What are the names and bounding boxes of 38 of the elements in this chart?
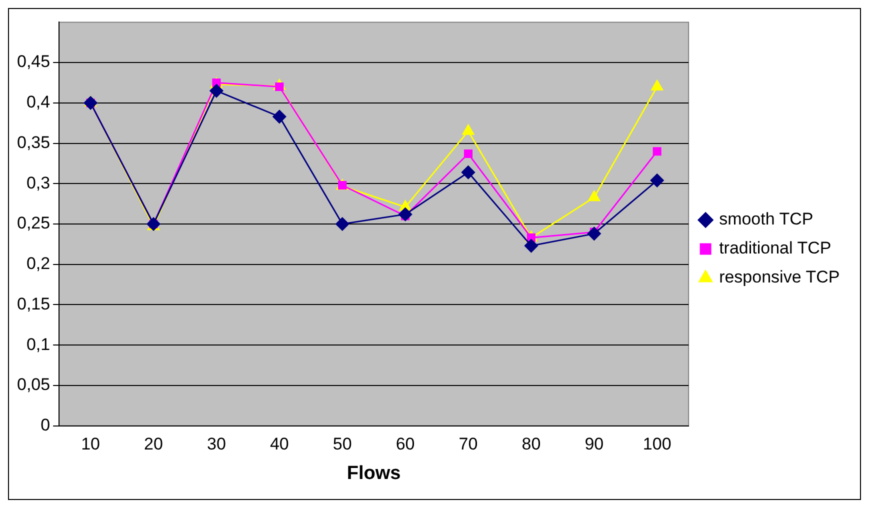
point bbox=[336, 217, 350, 231]
point bbox=[272, 110, 286, 124]
y-tick-label: 0,05 bbox=[16, 375, 50, 394]
point bbox=[84, 96, 98, 110]
point bbox=[462, 124, 474, 135]
legend-label: responsive TCP bbox=[719, 268, 840, 287]
point bbox=[210, 84, 224, 98]
y-tick-label: 0,3 bbox=[26, 173, 50, 192]
y-tick-label: 0,1 bbox=[26, 334, 50, 354]
y-tick-label: 0,4 bbox=[26, 92, 50, 112]
y-tick-label: 0,2 bbox=[26, 254, 50, 274]
point bbox=[398, 208, 412, 222]
x-tick-label: 90 bbox=[584, 434, 604, 454]
x-tick-label: 40 bbox=[270, 434, 289, 454]
y-tick-label: 0,15 bbox=[16, 294, 50, 314]
point bbox=[588, 190, 600, 202]
x-tick-label: 30 bbox=[206, 434, 226, 454]
y-tick-label: 0,35 bbox=[16, 132, 50, 152]
y-tick-label: 0,25 bbox=[16, 214, 50, 233]
x-tick-label: 20 bbox=[144, 434, 163, 454]
x-tick-label: 80 bbox=[522, 434, 541, 454]
legend-label: smooth TCP bbox=[719, 210, 814, 229]
x-axis-title: Flows bbox=[346, 462, 401, 484]
x-tick-label: 70 bbox=[458, 434, 478, 454]
point bbox=[587, 226, 601, 240]
point bbox=[464, 149, 473, 158]
y-tick-label: 0 bbox=[40, 415, 50, 434]
point bbox=[652, 147, 662, 156]
x-tick-label: 50 bbox=[332, 434, 352, 454]
point bbox=[524, 239, 538, 253]
x-tick-label: 10 bbox=[81, 434, 100, 454]
legend-label: traditional TCP bbox=[719, 238, 832, 258]
x-tick-label: 60 bbox=[396, 434, 415, 454]
point bbox=[651, 80, 664, 91]
point bbox=[462, 166, 475, 180]
point bbox=[650, 174, 664, 188]
y-tick-label: 0,45 bbox=[16, 52, 50, 72]
x-tick-label: 100 bbox=[642, 434, 672, 454]
